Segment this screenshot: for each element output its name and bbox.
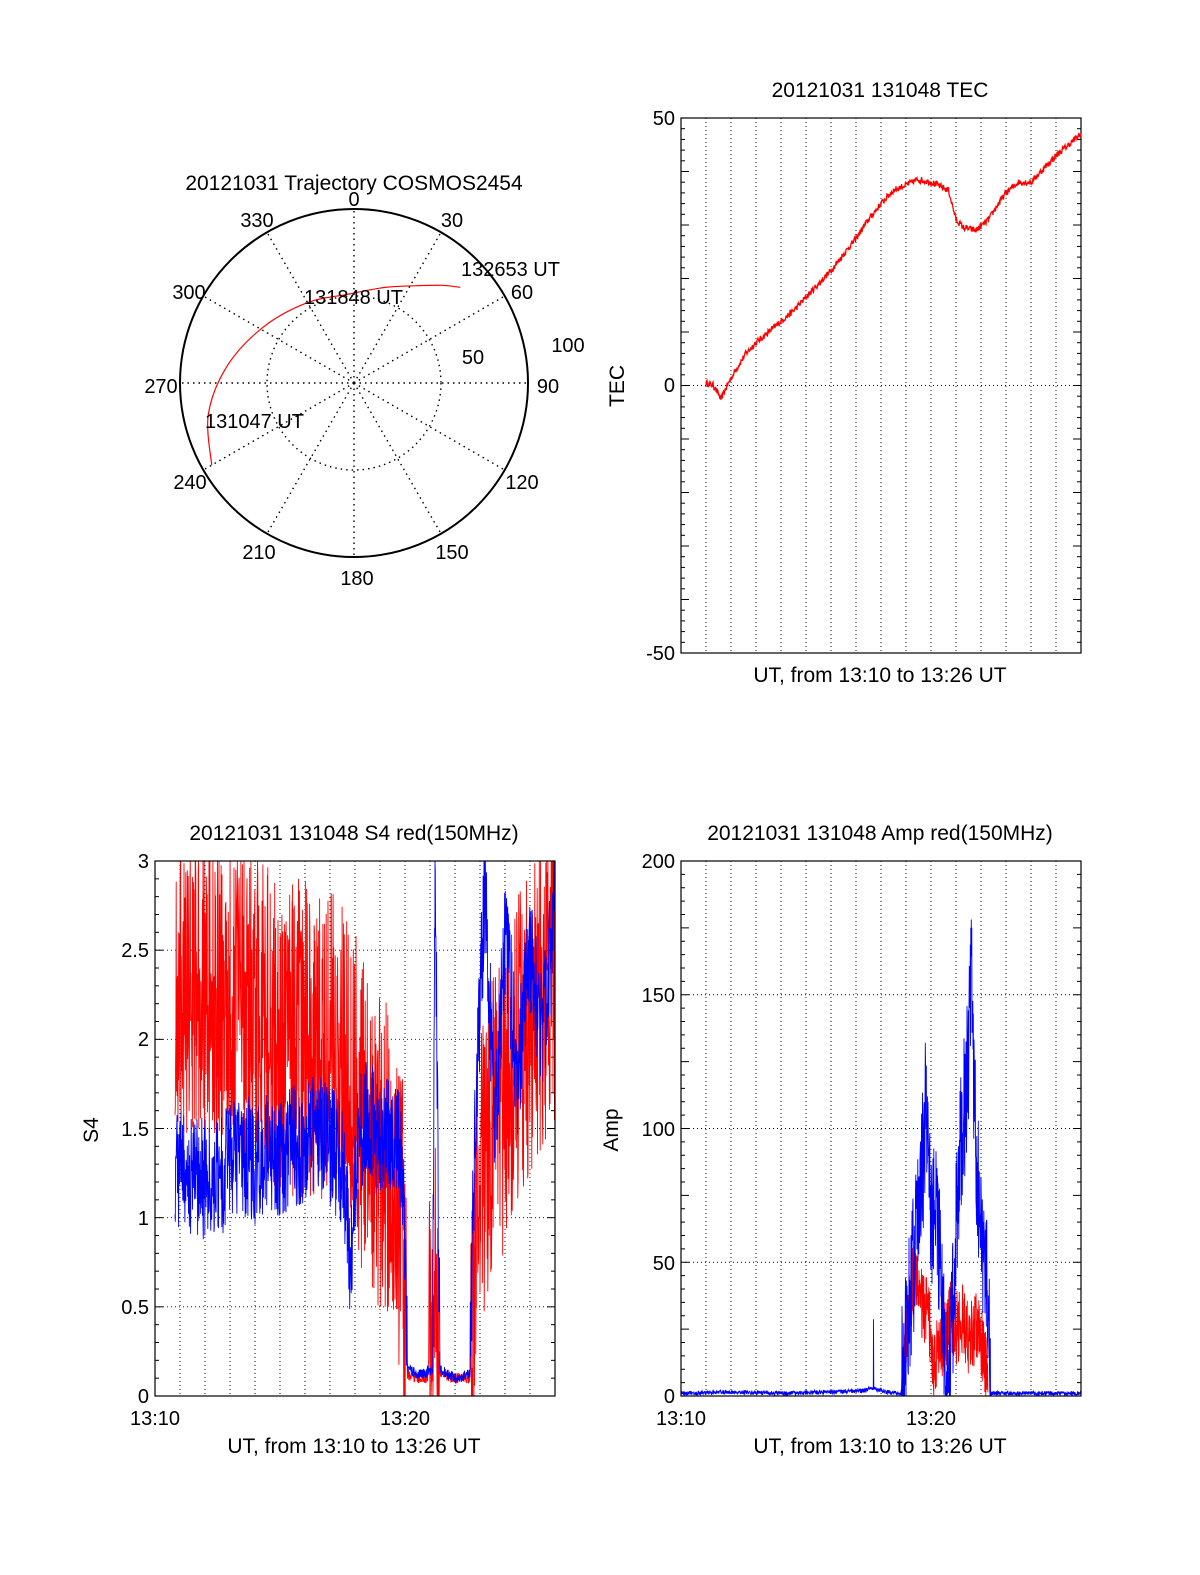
amp-minor-ticks (681, 860, 1081, 1397)
polar-spoke (353, 231, 442, 384)
s4-series-red (174, 860, 556, 1397)
azimuth-label: 150 (435, 542, 468, 564)
s4-ytick-1: 1 (138, 1208, 149, 1230)
azimuth-label: 180 (340, 568, 373, 590)
tec-minor-ticks (681, 117, 1081, 654)
annotation-end-time: 132653 UT (461, 259, 560, 281)
polar-spoke (266, 231, 355, 384)
polar-spoke (353, 382, 506, 471)
amp-axes-frame (680, 860, 1082, 1397)
azimuth-label: 270 (144, 376, 177, 398)
polar-spoke (353, 295, 506, 384)
amp-series (680, 919, 1082, 1398)
amp-grid (681, 861, 1081, 1396)
s4-ytick-0-5: 0.5 (121, 1297, 149, 1319)
s4-series-blue (174, 860, 556, 1384)
azimuth-label: 30 (441, 210, 463, 232)
azimuth-label: 0 (348, 189, 359, 211)
tec-ylabel: TEC (606, 365, 629, 407)
radius-label-100: 100 (551, 335, 584, 357)
s4-series (174, 860, 556, 1397)
tec-series-red (705, 132, 1082, 400)
amp-ytick-150: 150 (642, 985, 675, 1007)
polar-grid (180, 209, 528, 557)
amp-ytick-200: 200 (642, 851, 675, 873)
azimuth-label: 120 (505, 472, 538, 494)
tec-ytick-minus50: -50 (646, 643, 675, 665)
amp-series-blue (680, 919, 1082, 1398)
polar-spoke (202, 382, 355, 471)
azimuth-label: 90 (537, 376, 559, 398)
amp-plot: 20121031 131048 Amp red(150MHz) 0 50 100… (600, 822, 1082, 1458)
azimuth-label: 60 (511, 282, 533, 304)
polar-grid-circle (266, 295, 442, 471)
s4-axes-frame (154, 860, 556, 1397)
azimuth-label: 300 (172, 282, 205, 304)
amp-ytick-50: 50 (653, 1253, 675, 1275)
trajectory-polar-plot: 20121031 Trajectory COSMOS2454 0 30 60 90 12… (144, 172, 584, 590)
tec-ytick-50: 50 (653, 108, 675, 130)
radius-label-50: 50 (462, 347, 484, 369)
tec-grid (681, 118, 1081, 653)
amp-xlabel: UT, from 13:10 to 13:26 UT (753, 1435, 1006, 1458)
polar-outer-circle (179, 208, 529, 558)
annotation-start-time: 131047 UT (205, 411, 304, 433)
polar-spoke (353, 382, 442, 535)
azimuth-label: 240 (173, 472, 206, 494)
amp-xtick-1320: 13:20 (906, 1408, 956, 1430)
azimuth-labels: 0 30 60 90 120 150 180 210 240 270 300 330 (144, 189, 559, 590)
s4-ytick-3: 3 (138, 851, 149, 873)
s4-xtick-1320: 13:20 (380, 1408, 430, 1430)
polar-spoke (266, 382, 355, 535)
tec-axes-frame (680, 117, 1082, 654)
amp-ytick-0: 0 (664, 1386, 675, 1408)
annotation-mid-time: 131848 UT (304, 287, 403, 309)
polar-spoke (202, 295, 355, 384)
s4-ytick-1-5: 1.5 (121, 1119, 149, 1141)
amp-ytick-100: 100 (642, 1119, 675, 1141)
s4-ytick-2-5: 2.5 (121, 940, 149, 962)
trajectory-line (207, 284, 461, 466)
tec-plot: 20121031 131048 TEC 50 0 -50 TEC UT, fro… (606, 79, 1082, 687)
s4-xtick-1310: 13:10 (130, 1408, 180, 1430)
azimuth-label: 210 (242, 542, 275, 564)
s4-xlabel: UT, from 13:10 to 13:26 UT (227, 1435, 480, 1458)
s4-ylabel: S4 (80, 1117, 103, 1143)
amp-ylabel: Amp (600, 1108, 623, 1151)
tec-ytick-0: 0 (664, 375, 675, 397)
s4-title: 20121031 131048 S4 red(150MHz) (189, 822, 518, 845)
amp-xtick-1310: 13:10 (656, 1408, 706, 1430)
polar-title: 20121031 Trajectory COSMOS2454 (185, 172, 523, 195)
s4-ytick-0: 0 (138, 1386, 149, 1408)
tec-series (705, 132, 1082, 400)
azimuth-label: 330 (240, 210, 273, 232)
s4-ytick-2: 2 (138, 1029, 149, 1051)
tec-title: 20121031 131048 TEC (772, 79, 989, 102)
amp-title: 20121031 131048 Amp red(150MHz) (707, 822, 1053, 845)
tec-xlabel: UT, from 13:10 to 13:26 UT (753, 664, 1006, 687)
s4-plot: 20121031 131048 S4 red(150MHz) 0 0.5 1 1… (80, 822, 556, 1458)
